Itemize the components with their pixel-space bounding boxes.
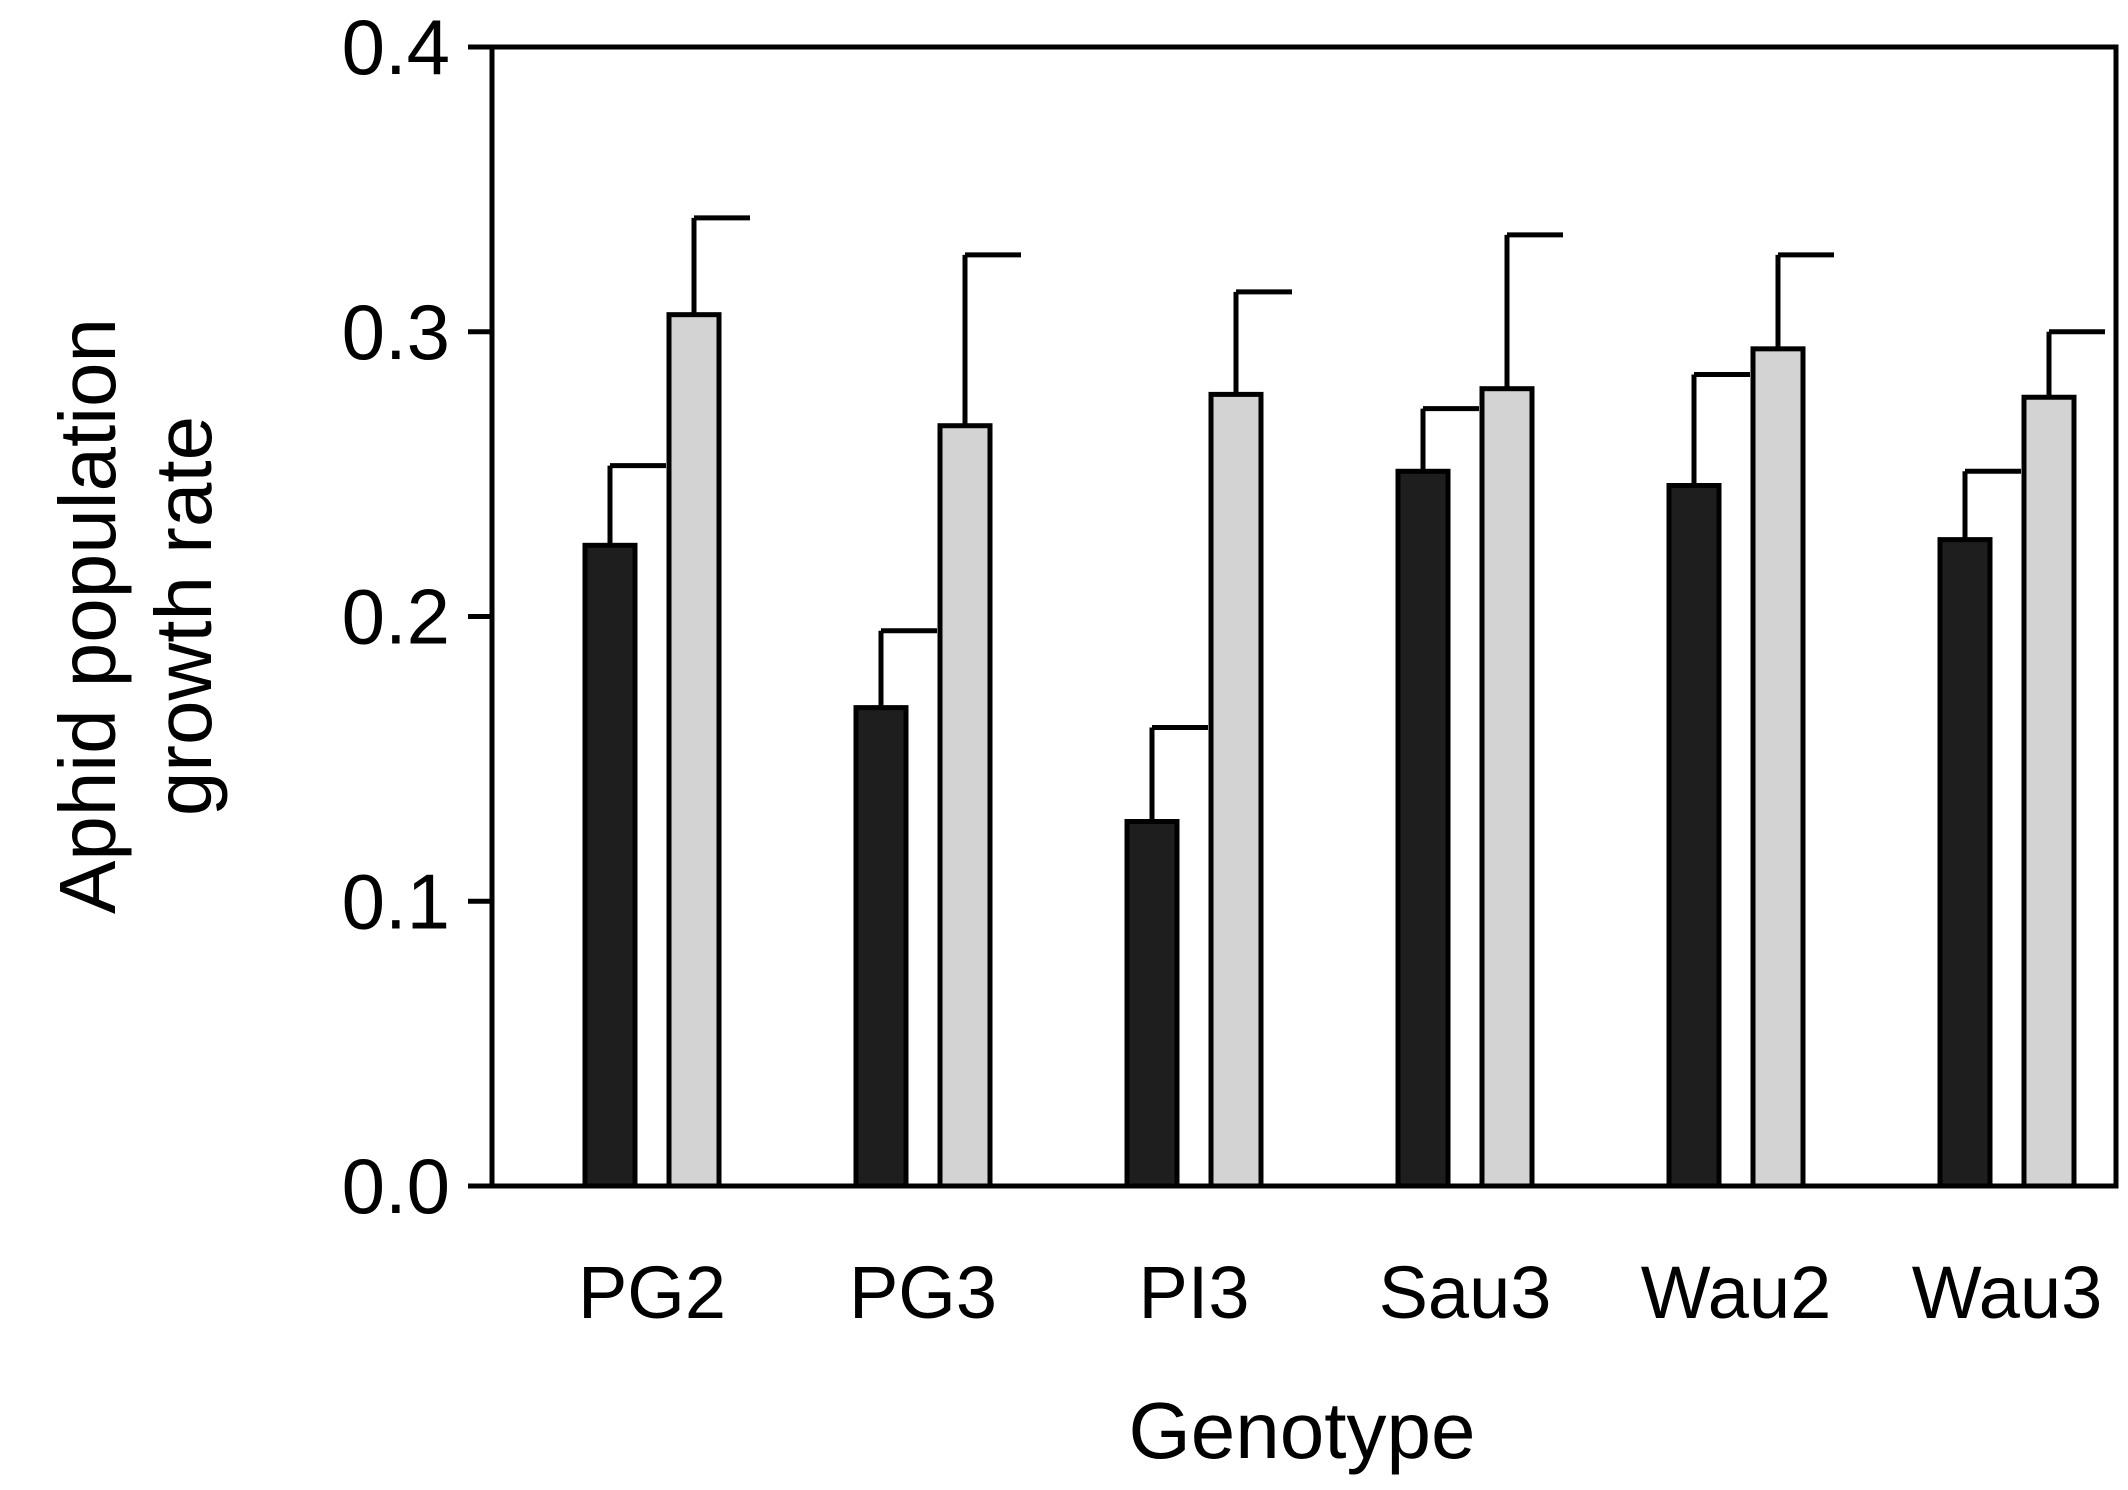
y-axis-title-line-1: Aphid population <box>43 318 132 914</box>
y-tick-label: 0.1 <box>342 857 450 945</box>
bar-series-2-wau3 <box>2021 394 2077 1189</box>
bar-series-1-wau3 <box>1937 537 1993 1189</box>
bar-series-1-pg3 <box>853 705 909 1189</box>
bar-series-1-pi3 <box>1124 819 1180 1189</box>
y-axis: 0.0 0.1 0.2 0.3 0.4 <box>342 3 492 1230</box>
x-category-label: PG2 <box>578 1251 726 1334</box>
bar-series-1-sau3 <box>1395 468 1451 1189</box>
x-category-label: Sau3 <box>1379 1251 1552 1334</box>
bar-series-1-pg2 <box>582 542 638 1189</box>
x-category-label: PI3 <box>1138 1251 1249 1334</box>
bar-series-2-pi3 <box>1208 391 1264 1189</box>
x-axis: PG2 PG3 PI3 Sau3 Wau2 Wau3 <box>578 1251 2102 1334</box>
bar-series-2-pg3 <box>937 423 993 1189</box>
bar-series-2-wau2 <box>1750 346 1806 1189</box>
y-tick-label: 0.4 <box>342 3 450 91</box>
x-category-label: Wau3 <box>1912 1251 2103 1334</box>
y-axis-title-line-2: growth rate <box>139 416 228 816</box>
bars-layer <box>582 312 2077 1189</box>
bar-series-2-sau3 <box>1479 386 1535 1189</box>
bar-series-1-wau2 <box>1666 483 1722 1189</box>
y-tick-label: 0.3 <box>342 288 450 376</box>
x-category-label: Wau2 <box>1641 1251 1832 1334</box>
y-tick-label: 0.0 <box>342 1142 450 1230</box>
error-bars-layer <box>607 215 2105 822</box>
x-category-label: PG3 <box>849 1251 997 1334</box>
y-tick-label: 0.2 <box>342 573 450 661</box>
y-axis-title: Aphid population growth rate <box>43 318 228 914</box>
bar-series-2-pg2 <box>666 312 722 1189</box>
x-axis-title: Genotype <box>1129 1386 1476 1475</box>
